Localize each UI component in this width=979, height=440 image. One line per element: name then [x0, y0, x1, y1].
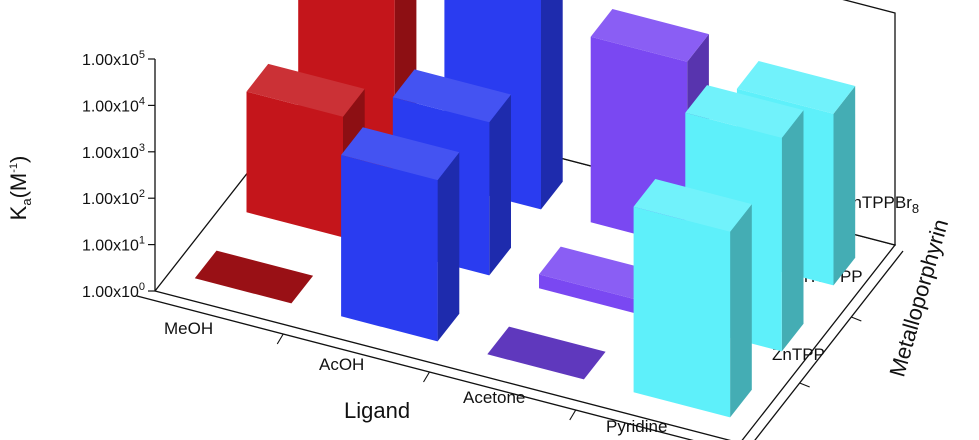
bar-top — [539, 246, 658, 300]
bar-top — [246, 63, 365, 117]
bar-side — [437, 152, 460, 342]
x-tick-label: Acetone — [463, 388, 525, 407]
bar-top — [736, 61, 856, 114]
x-tick-mark — [569, 409, 577, 421]
y-tick-label: 1.00x100 — [82, 281, 145, 301]
x-tick-mark — [423, 371, 430, 383]
x-axis-title: Ligand — [344, 398, 410, 423]
x-tick-label: AcOH — [319, 355, 364, 374]
bar-base — [487, 326, 606, 380]
bar-pyridine-ZnTPP — [633, 179, 752, 418]
bar-meoh-ZnTPP — [194, 250, 314, 304]
y-tick-label: 1.00x103 — [82, 142, 145, 162]
bar-side — [730, 204, 752, 418]
z-tick-mark — [851, 316, 862, 322]
y-tick-label: 1.00x105 — [82, 49, 145, 69]
bar-acetone-ZnTPP — [487, 326, 606, 380]
y-tick-label: 1.00x102 — [82, 188, 145, 208]
bar-side — [489, 94, 511, 276]
bar-front — [633, 206, 731, 418]
z-tick-label: ZnTPPBr8 — [842, 193, 919, 216]
x-tick-mark — [276, 333, 284, 345]
bar-top — [633, 179, 752, 232]
chart-bars — [194, 0, 856, 418]
bar-base — [194, 250, 314, 304]
z-tick-mark — [799, 382, 810, 388]
bar-front — [341, 155, 438, 342]
bar-top — [685, 85, 804, 138]
bar-side — [781, 110, 804, 352]
y-tick-label: 1.00x101 — [82, 235, 145, 255]
bar-top — [341, 127, 460, 181]
bar-front — [246, 91, 343, 238]
y-axis-title: Ka(M-1) — [6, 156, 34, 221]
bar-acoh-ZnTPP — [341, 127, 460, 342]
z-tick-label: ZnTPP — [772, 345, 825, 364]
z-axis-line — [754, 250, 904, 440]
bar-side — [833, 86, 856, 286]
x-tick-label: Pyridine — [606, 417, 667, 436]
bar-top — [590, 9, 709, 62]
bar-top — [392, 69, 511, 123]
x-tick-label: MeOH — [164, 319, 213, 338]
bar-front — [539, 274, 636, 314]
y-tick-label: 1.00x104 — [82, 95, 145, 115]
bar-side — [541, 0, 563, 210]
